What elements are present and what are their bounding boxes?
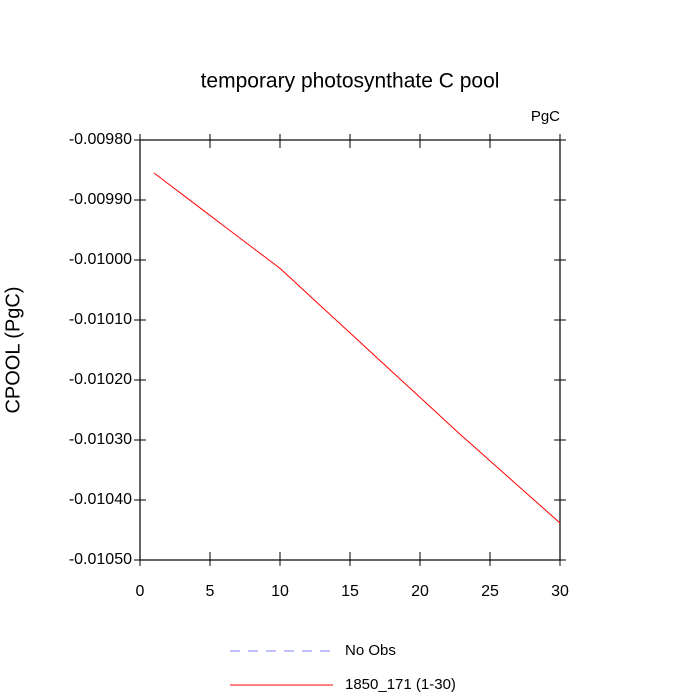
x-tick-label: 10: [271, 583, 289, 600]
y-tick-label: -0.00990: [69, 191, 132, 208]
y-tick-label: -0.01010: [69, 311, 132, 328]
y-axis-title: CPOOL (PgC): [2, 286, 24, 413]
y-tick-label: -0.00980: [69, 131, 132, 148]
x-tick-label: 25: [481, 583, 499, 600]
legend-label: No Obs: [345, 642, 396, 659]
y-tick-label: -0.01000: [69, 251, 132, 268]
legend-label: 1850_171 (1-30): [345, 676, 456, 693]
x-tick-label: 5: [206, 583, 215, 600]
y-tick-label: -0.01050: [69, 551, 132, 568]
x-tick-label: 20: [411, 583, 429, 600]
y-tick-label: -0.01020: [69, 371, 132, 388]
y-tick-label: -0.01040: [69, 491, 132, 508]
plot-frame: [139, 139, 561, 561]
chart-title: temporary photosynthate C pool: [201, 70, 500, 93]
x-tick-label: 0: [136, 583, 145, 600]
x-tick-label: 30: [551, 583, 569, 600]
y-tick-label: -0.01030: [69, 431, 132, 448]
units-label: PgC: [531, 108, 560, 125]
x-tick-label: 15: [341, 583, 359, 600]
data-line: [153, 172, 561, 524]
